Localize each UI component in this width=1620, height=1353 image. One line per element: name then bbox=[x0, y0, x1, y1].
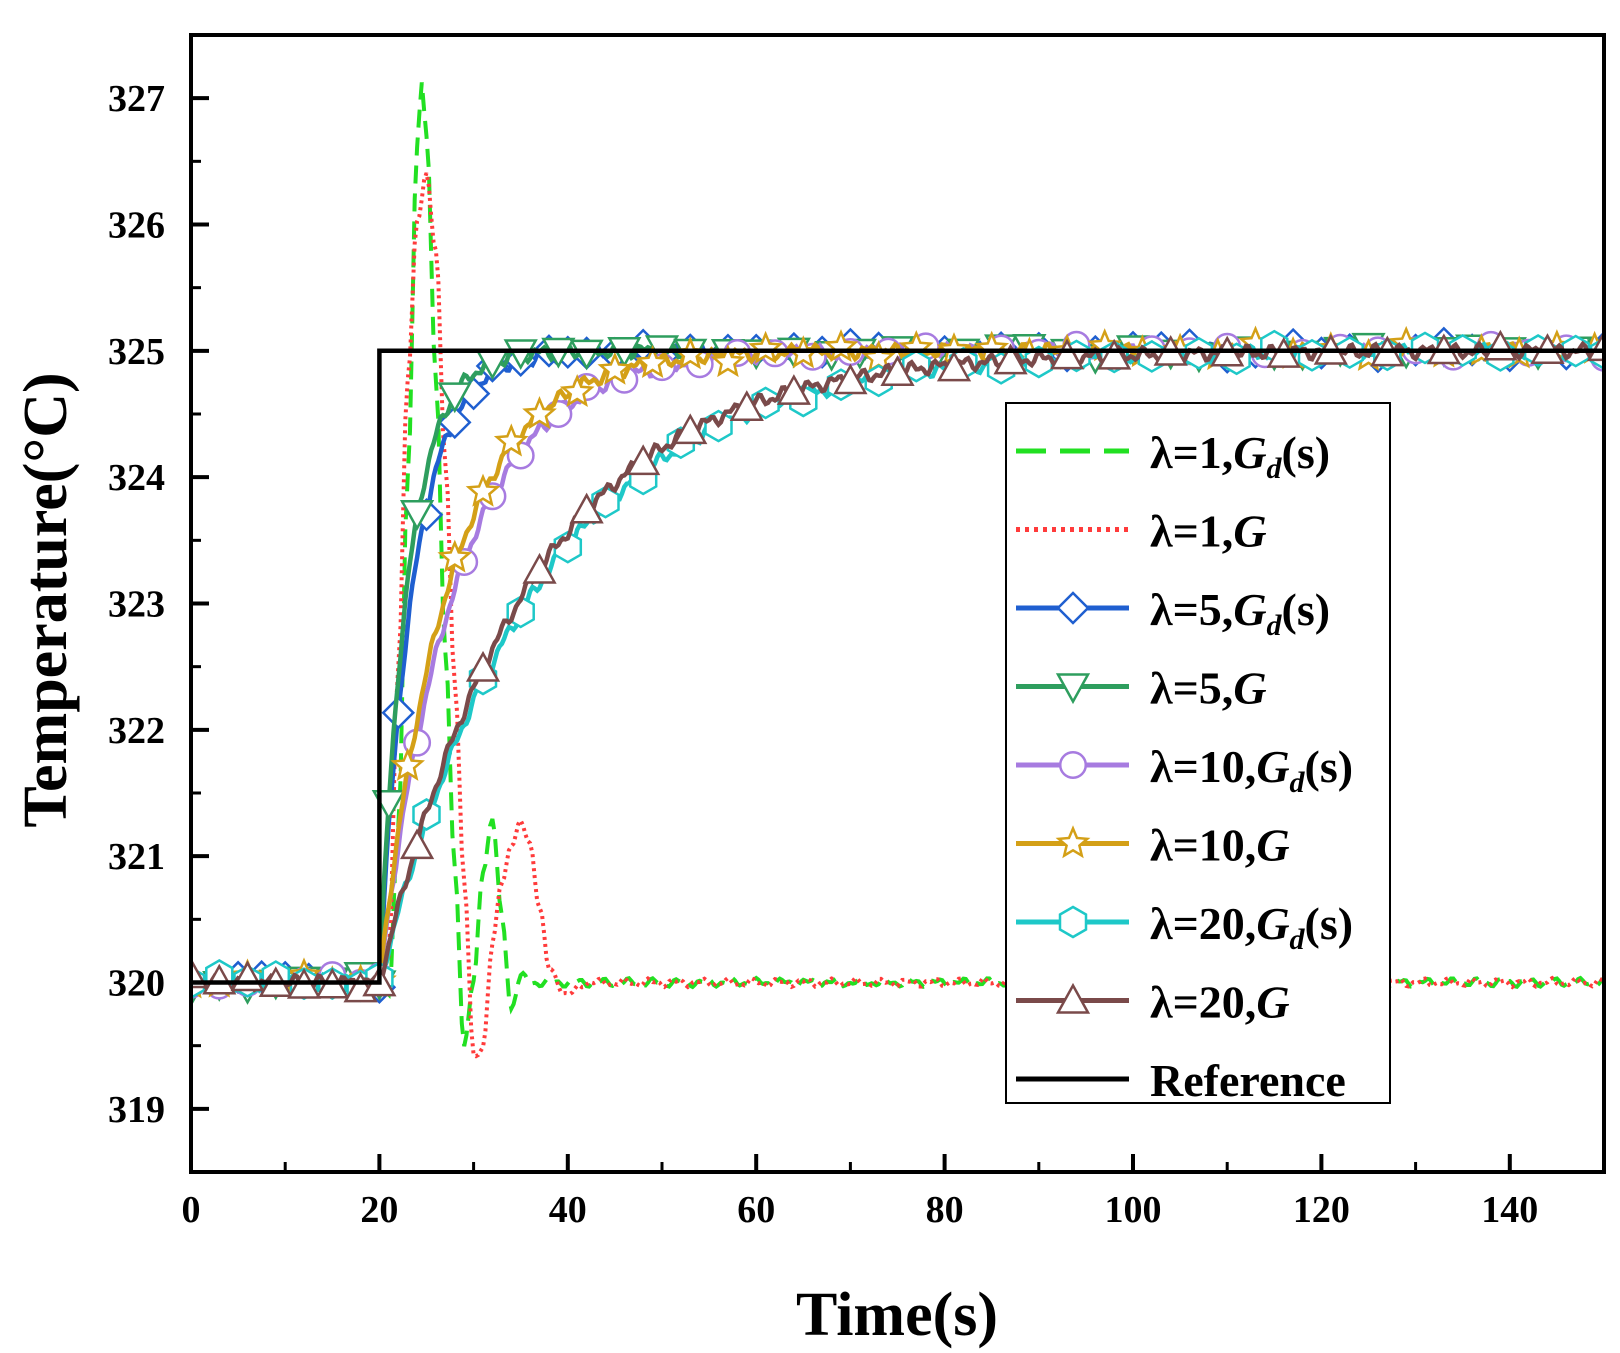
x-tick-label: 80 bbox=[926, 1189, 964, 1231]
series-layer bbox=[191, 82, 1604, 1059]
x-axis-title: Time(s) bbox=[796, 1281, 998, 1349]
legend-item: Reference bbox=[1016, 1055, 1346, 1106]
legend-label: λ=10,G bbox=[1150, 820, 1290, 871]
data-point bbox=[1056, 591, 1090, 625]
legend-item: λ=5,G bbox=[1016, 663, 1267, 714]
data-point bbox=[1058, 905, 1088, 939]
legend-label: λ=10,Gd(s) bbox=[1150, 741, 1353, 799]
legend-item: λ=20,G bbox=[1016, 977, 1290, 1028]
data-point bbox=[559, 374, 595, 408]
series-7 bbox=[191, 329, 1604, 1003]
x-tick-label: 140 bbox=[1481, 1189, 1538, 1231]
data-point bbox=[673, 413, 708, 445]
data-point bbox=[465, 650, 501, 682]
y-tick-label: 326 bbox=[108, 205, 165, 247]
legend-label: Reference bbox=[1150, 1055, 1346, 1106]
data-point bbox=[626, 444, 661, 476]
data-point bbox=[465, 473, 501, 507]
data-point bbox=[880, 355, 915, 386]
series-5 bbox=[191, 325, 1604, 999]
data-point bbox=[381, 695, 416, 730]
legend-item: λ=1,G bbox=[1016, 506, 1267, 557]
x-tick-label: 20 bbox=[360, 1189, 398, 1231]
data-point bbox=[399, 828, 435, 860]
series-8 bbox=[191, 348, 1604, 985]
data-point bbox=[412, 798, 441, 831]
data-point bbox=[1059, 751, 1087, 779]
y-tick-label: 324 bbox=[108, 457, 165, 499]
y-tick-label: 323 bbox=[108, 584, 165, 626]
y-tick-label: 325 bbox=[108, 331, 165, 373]
legend-item: λ=1,Gd(s) bbox=[1016, 427, 1330, 485]
data-point bbox=[437, 539, 473, 573]
data-point bbox=[1097, 338, 1132, 370]
legend-label: λ=1,Gd(s) bbox=[1150, 427, 1330, 485]
data-point bbox=[1055, 825, 1091, 859]
series-line bbox=[191, 348, 1604, 985]
x-tick-label: 120 bbox=[1293, 1189, 1350, 1231]
data-point bbox=[635, 344, 670, 379]
data-point bbox=[748, 330, 784, 364]
legend-item: λ=20,Gd(s) bbox=[1016, 898, 1353, 956]
legend-label: λ=5,G bbox=[1150, 663, 1267, 714]
legend-label: λ=1,G bbox=[1150, 506, 1267, 557]
legend-item: λ=10,Gd(s) bbox=[1016, 741, 1353, 799]
data-point bbox=[936, 350, 972, 382]
data-point bbox=[569, 339, 604, 371]
x-tick-label: 60 bbox=[737, 1189, 775, 1231]
y-tick-label: 327 bbox=[108, 78, 165, 120]
data-point bbox=[522, 396, 557, 430]
data-point bbox=[493, 423, 529, 457]
axis-layer: 0 20 40 60 80 100 120 140 319 320 321 322 323 324 325 3… bbox=[108, 78, 1538, 1231]
data-point bbox=[1024, 345, 1054, 379]
data-point bbox=[833, 363, 868, 395]
legend-label: λ=20,Gd(s) bbox=[1150, 898, 1353, 956]
data-point bbox=[390, 747, 425, 781]
legend-label: λ=20,G bbox=[1150, 977, 1290, 1028]
legend: λ=1,Gd(s) λ=1,G λ=5,Gd(s) λ=5,G λ=10,Gd(s) λ=… bbox=[1005, 402, 1391, 1106]
data-point bbox=[569, 492, 604, 524]
data-point bbox=[1055, 982, 1091, 1014]
x-tick-label: 40 bbox=[549, 1189, 587, 1231]
legend-item: λ=10,G bbox=[1016, 820, 1290, 871]
data-point bbox=[993, 343, 1028, 375]
data-point bbox=[1266, 337, 1301, 368]
x-tick-label: 100 bbox=[1105, 1189, 1162, 1231]
data-point bbox=[1586, 330, 1604, 362]
y-tick-label: 321 bbox=[108, 836, 165, 878]
data-point bbox=[729, 390, 764, 421]
data-point bbox=[776, 374, 812, 405]
legend-item: λ=5,Gd(s) bbox=[1016, 584, 1330, 642]
x-tick-label: 0 bbox=[182, 1189, 201, 1231]
data-point bbox=[506, 595, 535, 629]
data-point bbox=[1049, 338, 1085, 370]
data-point bbox=[437, 382, 472, 414]
y-tick-label: 320 bbox=[108, 963, 165, 1005]
data-point bbox=[1055, 673, 1091, 705]
data-point bbox=[503, 339, 538, 371]
legend-label: λ=5,Gd(s) bbox=[1150, 584, 1330, 642]
y-tick-label: 319 bbox=[108, 1089, 165, 1131]
y-axis-title: Temperature(°C) bbox=[12, 372, 80, 827]
data-point bbox=[597, 351, 633, 385]
data-point bbox=[522, 552, 557, 584]
y-tick-label: 322 bbox=[108, 710, 165, 752]
data-point bbox=[202, 963, 237, 995]
data-point bbox=[399, 500, 435, 531]
data-point bbox=[710, 344, 746, 378]
